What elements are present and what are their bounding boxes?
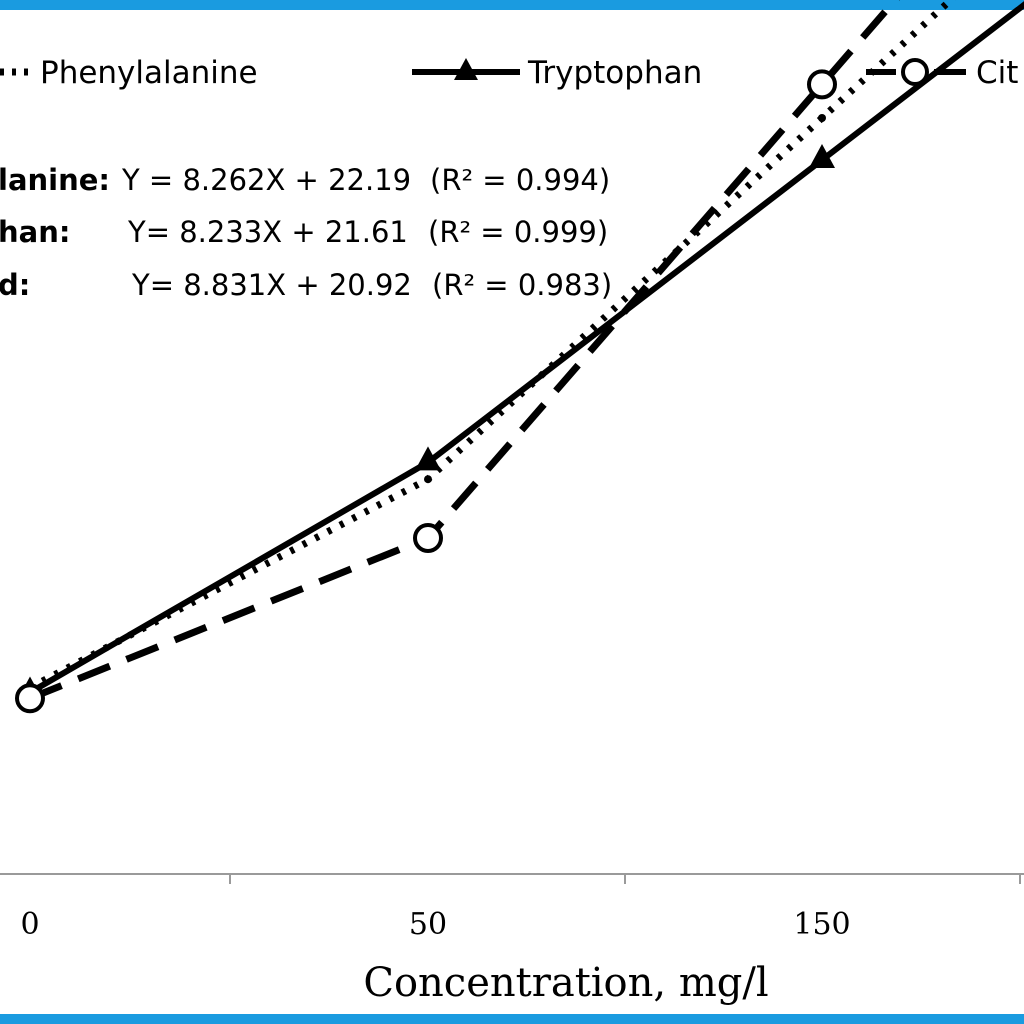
equation-name-phenylalanine: lanine:	[0, 163, 110, 197]
legend-item-phenylalanine: Phenylalanine	[0, 55, 258, 91]
legend-label-phenylalanine: Phenylalanine	[40, 55, 258, 91]
x-tick-label: 50	[409, 907, 447, 942]
legend-label-cit: Cit	[976, 55, 1018, 91]
data-point-cit	[15, 683, 45, 714]
equations: lanine: Y = 8.262X + 22.19 (R² = 0.994) …	[0, 163, 612, 302]
equation-tryptophan: Y= 8.233X + 21.61	[127, 215, 408, 249]
legend: Phenylalanine Tryptophan Cit	[0, 55, 1018, 91]
data-point-cit	[807, 69, 837, 100]
data-point-tryptophan	[415, 446, 441, 471]
equation-phenylalanine: Y = 8.262X + 22.19	[121, 163, 411, 197]
legend-label-tryptophan: Tryptophan	[527, 55, 702, 91]
legend-circle-marker	[901, 58, 929, 86]
x-axis-title: Concentration, mg/l	[363, 960, 768, 1006]
data-point-tryptophan	[809, 144, 835, 168]
frame-top-bar	[0, 0, 1024, 10]
data-point-phenylalanine	[818, 114, 826, 122]
series-line-phenylalanine	[28, 0, 956, 691]
x-tick-label: 0	[20, 907, 39, 942]
frame-bottom-bar	[0, 1014, 1024, 1024]
series-layer	[15, 0, 1024, 714]
data-point-phenylalanine	[424, 475, 432, 484]
x-tick-label: 150	[793, 907, 850, 942]
data-point-cit	[413, 523, 443, 553]
x-tick-labels: 0 50 150	[20, 907, 850, 942]
r2-tryptophan: (R² = 0.999)	[428, 215, 608, 249]
equation-name-tryptophan: han:	[0, 215, 70, 249]
series-line-cit	[28, 0, 900, 702]
x-axis: 0 50 150 Concentration, mg/l	[0, 873, 1024, 1006]
r2-phenylalanine: (R² = 0.994)	[430, 163, 610, 197]
legend-triangle-marker	[454, 58, 478, 80]
legend-item-tryptophan: Tryptophan	[412, 55, 702, 91]
equation-cit: Y= 8.831X + 20.92	[131, 268, 412, 302]
legend-item-cit: Cit	[866, 55, 1018, 91]
equation-name-cit: d:	[0, 268, 30, 302]
r2-cit: (R² = 0.983)	[432, 268, 612, 302]
